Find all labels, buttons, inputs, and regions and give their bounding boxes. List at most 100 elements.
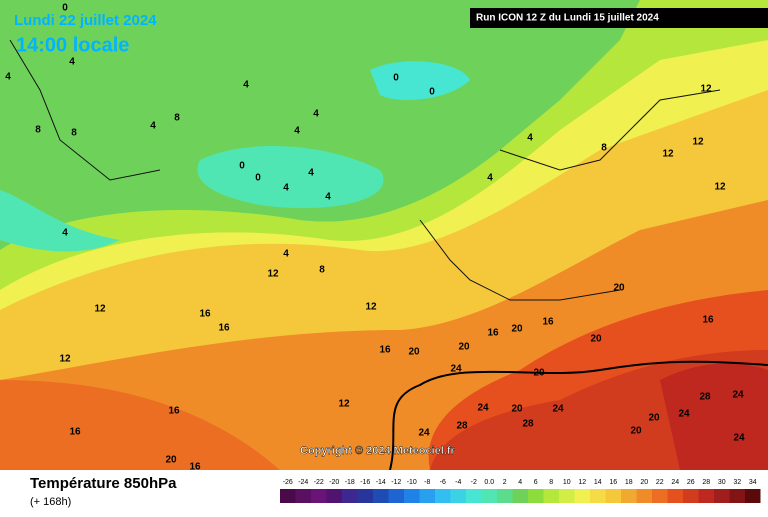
copyright: Copyright © 2024 Meteociel.fr [300,445,456,457]
contour-label: 20 [511,324,523,335]
legend-swatch [450,489,466,503]
contour-label: 12 [365,302,377,313]
contour-label: 16 [168,406,180,417]
legend-swatch [667,489,683,503]
legend-swatch [745,489,761,503]
legend-swatch [605,489,621,503]
contour-label: 0 [255,173,261,184]
contour-label: 4 [487,173,493,184]
legend-swatch [419,489,435,503]
legend-swatch [311,489,327,503]
legend-swatch [621,489,637,503]
legend-swatch [435,489,451,503]
contour-label: 4 [527,133,533,144]
contour-label: 24 [477,403,489,414]
contour-label: 4 [308,168,314,179]
contour-label: 24 [552,404,564,415]
legend-swatch [466,489,482,503]
contour-label: 28 [699,392,711,403]
legend-label: 30 [718,479,726,486]
legend-swatch [714,489,730,503]
legend-swatch [574,489,590,503]
contour-label: 12 [267,269,279,280]
contour-label: 0 [62,3,68,14]
legend-label: 20 [640,479,648,486]
contour-label: 4 [150,121,156,132]
legend-label: 22 [656,479,664,486]
contour-label: 12 [94,304,106,315]
legend-swatch [280,489,296,503]
contour-label: 20 [630,426,642,437]
contour-label: 4 [283,249,289,260]
time: 14:00 locale [16,34,129,56]
legend-swatch [295,489,311,503]
contour-label: 20 [648,413,660,424]
legend-swatch [729,489,745,503]
legend-label: -10 [407,479,417,486]
legend-swatch [683,489,699,503]
contour-label: 12 [59,354,71,365]
contour-label: 8 [319,265,325,276]
contour-label: 4 [69,57,75,68]
legend-label: -8 [424,479,430,486]
legend-swatch [590,489,606,503]
legend-label: -4 [455,479,461,486]
contour-label: 20 [165,455,177,466]
map-background [0,0,768,471]
contour-label: 0 [393,73,399,84]
legend-swatch [543,489,559,503]
legend-label: -2 [471,479,477,486]
legend-label: -16 [360,479,370,486]
legend-label: -14 [376,479,386,486]
contour-label: 24 [418,428,430,439]
legend-label: 8 [549,479,553,486]
legend-swatch [559,489,575,503]
legend-label: 6 [534,479,538,486]
contour-label: 12 [700,84,712,95]
contour-label: 0 [429,87,435,98]
legend-swatch [481,489,497,503]
contour-label: 20 [613,283,625,294]
contour-label: 16 [218,323,230,334]
contour-label: 16 [487,328,499,339]
footer-title: Température 850hPa [30,475,177,492]
legend-label: -20 [329,479,339,486]
contour-label: 8 [174,113,180,124]
legend-label: 10 [563,479,571,486]
contour-label: 20 [511,404,523,415]
legend-label: -18 [345,479,355,486]
run: Run ICON 12 Z du Lundi 15 juillet 2024 [476,13,659,24]
date: Lundi 22 juillet 2024 [14,12,157,29]
contour-label: 20 [533,368,545,379]
contour-label: 12 [338,399,350,410]
contour-label: 16 [69,427,81,438]
legend-label: 0.0 [484,479,494,486]
contour-label: 8 [71,128,77,139]
legend-label: -22 [314,479,324,486]
contour-label: 4 [243,80,249,91]
legend-label: -12 [391,479,401,486]
contour-label: 4 [283,183,289,194]
contour-label: 8 [601,143,607,154]
contour-label: 16 [189,462,201,473]
legend-label: 2 [503,479,507,486]
contour-label: 4 [62,228,68,239]
run-box [470,8,768,28]
legend-swatch [652,489,668,503]
legend-swatch [528,489,544,503]
legend-label: 16 [609,479,617,486]
legend-swatch [388,489,404,503]
contour-label: 24 [733,433,745,444]
contour-label: 28 [522,419,534,430]
contour-label: 12 [662,149,674,160]
contour-label: 20 [458,342,470,353]
legend-swatch [326,489,342,503]
contour-label: 24 [450,364,462,375]
contour-label: 16 [379,345,391,356]
legend-swatch [404,489,420,503]
contour-label: 4 [325,192,331,203]
legend-label: 28 [702,479,710,486]
contour-label: 4 [5,72,11,83]
